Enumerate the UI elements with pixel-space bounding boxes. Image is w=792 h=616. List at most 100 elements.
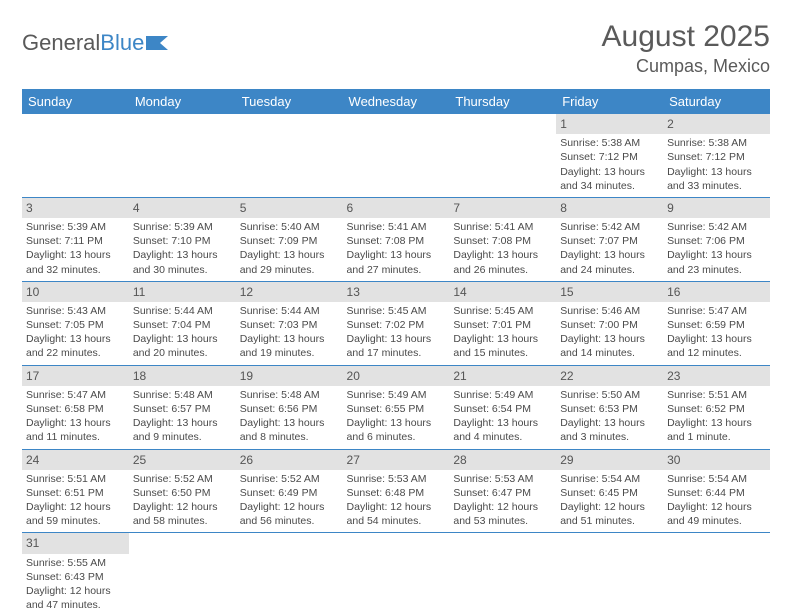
day-number: 11 [129,282,236,302]
day-number: 8 [556,198,663,218]
day-number: 6 [343,198,450,218]
sunset-line: Sunset: 7:07 PM [560,234,659,248]
day-number: 13 [343,282,450,302]
weekday-header: Saturday [663,89,770,114]
day-details: Sunrise: 5:48 AMSunset: 6:56 PMDaylight:… [236,388,343,449]
calendar-cell: 13Sunrise: 5:45 AMSunset: 7:02 PMDayligh… [343,281,450,365]
calendar-cell: 7Sunrise: 5:41 AMSunset: 7:08 PMDaylight… [449,197,556,281]
sunrise-line: Sunrise: 5:45 AM [453,304,552,318]
daylight-line: Daylight: 12 hours and 53 minutes. [453,500,552,528]
day-details: Sunrise: 5:42 AMSunset: 7:06 PMDaylight:… [663,220,770,281]
calendar-cell: 21Sunrise: 5:49 AMSunset: 6:54 PMDayligh… [449,365,556,449]
calendar-cell: 31Sunrise: 5:55 AMSunset: 6:43 PMDayligh… [22,533,129,616]
sunset-line: Sunset: 7:05 PM [26,318,125,332]
day-number: 24 [22,450,129,470]
daylight-line: Daylight: 13 hours and 26 minutes. [453,248,552,276]
flag-icon [146,34,172,52]
calendar-cell [236,114,343,197]
day-details: Sunrise: 5:40 AMSunset: 7:09 PMDaylight:… [236,220,343,281]
day-number: 25 [129,450,236,470]
calendar-cell: 4Sunrise: 5:39 AMSunset: 7:10 PMDaylight… [129,197,236,281]
day-details: Sunrise: 5:39 AMSunset: 7:10 PMDaylight:… [129,220,236,281]
day-number: 16 [663,282,770,302]
day-details: Sunrise: 5:51 AMSunset: 6:51 PMDaylight:… [22,472,129,533]
calendar-cell [22,114,129,197]
sunrise-line: Sunrise: 5:42 AM [667,220,766,234]
weekday-header: Friday [556,89,663,114]
calendar-row: 31Sunrise: 5:55 AMSunset: 6:43 PMDayligh… [22,533,770,616]
daylight-line: Daylight: 12 hours and 49 minutes. [667,500,766,528]
weekday-header: Sunday [22,89,129,114]
calendar-cell [129,114,236,197]
brand-part1: General [22,30,100,56]
sunset-line: Sunset: 6:48 PM [347,486,446,500]
daylight-line: Daylight: 13 hours and 9 minutes. [133,416,232,444]
calendar-cell: 18Sunrise: 5:48 AMSunset: 6:57 PMDayligh… [129,365,236,449]
daylight-line: Daylight: 13 hours and 17 minutes. [347,332,446,360]
sunset-line: Sunset: 7:10 PM [133,234,232,248]
sunrise-line: Sunrise: 5:41 AM [453,220,552,234]
day-number: 27 [343,450,450,470]
daylight-line: Daylight: 13 hours and 11 minutes. [26,416,125,444]
sunset-line: Sunset: 6:49 PM [240,486,339,500]
sunrise-line: Sunrise: 5:38 AM [560,136,659,150]
weekday-header: Thursday [449,89,556,114]
sunset-line: Sunset: 6:59 PM [667,318,766,332]
sunset-line: Sunset: 6:43 PM [26,570,125,584]
day-details: Sunrise: 5:41 AMSunset: 7:08 PMDaylight:… [343,220,450,281]
daylight-line: Daylight: 12 hours and 58 minutes. [133,500,232,528]
calendar-cell [343,533,450,616]
day-number: 23 [663,366,770,386]
day-details: Sunrise: 5:39 AMSunset: 7:11 PMDaylight:… [22,220,129,281]
daylight-line: Daylight: 12 hours and 59 minutes. [26,500,125,528]
sunrise-line: Sunrise: 5:49 AM [453,388,552,402]
sunrise-line: Sunrise: 5:44 AM [240,304,339,318]
daylight-line: Daylight: 13 hours and 32 minutes. [26,248,125,276]
calendar-row: 10Sunrise: 5:43 AMSunset: 7:05 PMDayligh… [22,281,770,365]
day-number: 9 [663,198,770,218]
calendar-cell: 16Sunrise: 5:47 AMSunset: 6:59 PMDayligh… [663,281,770,365]
day-details: Sunrise: 5:38 AMSunset: 7:12 PMDaylight:… [556,136,663,197]
day-details: Sunrise: 5:49 AMSunset: 6:55 PMDaylight:… [343,388,450,449]
calendar-cell: 14Sunrise: 5:45 AMSunset: 7:01 PMDayligh… [449,281,556,365]
calendar-cell: 28Sunrise: 5:53 AMSunset: 6:47 PMDayligh… [449,449,556,533]
daylight-line: Daylight: 13 hours and 24 minutes. [560,248,659,276]
calendar-cell: 23Sunrise: 5:51 AMSunset: 6:52 PMDayligh… [663,365,770,449]
sunset-line: Sunset: 7:12 PM [667,150,766,164]
sunset-line: Sunset: 7:00 PM [560,318,659,332]
sunset-line: Sunset: 7:03 PM [240,318,339,332]
day-details: Sunrise: 5:52 AMSunset: 6:49 PMDaylight:… [236,472,343,533]
day-details: Sunrise: 5:55 AMSunset: 6:43 PMDaylight:… [22,556,129,616]
day-number: 15 [556,282,663,302]
title-block: August 2025 Cumpas, Mexico [602,20,770,77]
calendar-cell [556,533,663,616]
day-number: 1 [556,114,663,134]
calendar-cell: 3Sunrise: 5:39 AMSunset: 7:11 PMDaylight… [22,197,129,281]
day-details: Sunrise: 5:49 AMSunset: 6:54 PMDaylight:… [449,388,556,449]
sunset-line: Sunset: 6:58 PM [26,402,125,416]
day-number: 22 [556,366,663,386]
day-number: 28 [449,450,556,470]
calendar-cell [129,533,236,616]
sunrise-line: Sunrise: 5:42 AM [560,220,659,234]
sunset-line: Sunset: 7:12 PM [560,150,659,164]
day-details: Sunrise: 5:45 AMSunset: 7:01 PMDaylight:… [449,304,556,365]
daylight-line: Daylight: 13 hours and 20 minutes. [133,332,232,360]
sunset-line: Sunset: 6:44 PM [667,486,766,500]
calendar-cell: 24Sunrise: 5:51 AMSunset: 6:51 PMDayligh… [22,449,129,533]
day-number: 14 [449,282,556,302]
daylight-line: Daylight: 13 hours and 34 minutes. [560,165,659,193]
calendar-cell: 10Sunrise: 5:43 AMSunset: 7:05 PMDayligh… [22,281,129,365]
day-details: Sunrise: 5:50 AMSunset: 6:53 PMDaylight:… [556,388,663,449]
location-label: Cumpas, Mexico [602,56,770,77]
day-number: 26 [236,450,343,470]
day-details: Sunrise: 5:44 AMSunset: 7:03 PMDaylight:… [236,304,343,365]
sunrise-line: Sunrise: 5:54 AM [560,472,659,486]
calendar-cell: 8 Sunrise: 5:42 AMSunset: 7:07 PMDaylight… [556,197,663,281]
brand-logo: GeneralBlue [22,30,172,56]
day-details: Sunrise: 5:54 AMSunset: 6:45 PMDaylight:… [556,472,663,533]
sunset-line: Sunset: 7:08 PM [453,234,552,248]
daylight-line: Daylight: 13 hours and 3 minutes. [560,416,659,444]
daylight-line: Daylight: 13 hours and 15 minutes. [453,332,552,360]
day-details: Sunrise: 5:47 AMSunset: 6:58 PMDaylight:… [22,388,129,449]
